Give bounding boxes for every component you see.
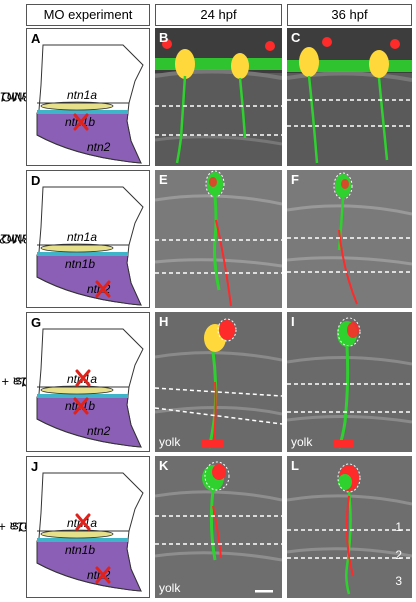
panel-letter: K bbox=[159, 458, 169, 473]
panel-letter: H bbox=[159, 314, 169, 329]
knockdown-x-icon bbox=[95, 280, 111, 298]
photo-panel-h: H yolk bbox=[155, 312, 282, 452]
diagram-panel-a: A ntn1a ntn1b ntn2 bbox=[26, 28, 150, 166]
header-24hpf: 24 hpf bbox=[155, 4, 282, 26]
photo-panel-b: B bbox=[155, 28, 282, 166]
yolk-label: yolk bbox=[291, 435, 313, 449]
scale-bar bbox=[255, 590, 273, 593]
label-ntn1b: ntn1b bbox=[65, 257, 95, 271]
region-number: 2 bbox=[395, 548, 402, 562]
diagram-panel-j: J ntn1a ntn1b ntn2 bbox=[26, 456, 150, 598]
panel-letter: B bbox=[159, 30, 169, 45]
row-label-3: ntn1a + ntn1b SBMOs bbox=[0, 374, 60, 390]
label-ntn2: ntn2 bbox=[87, 140, 111, 154]
panel-letter: J bbox=[31, 459, 39, 474]
panel-letter: F bbox=[291, 172, 299, 187]
panel-letter: L bbox=[291, 458, 299, 473]
neural-tube-diagram: ntn1a ntn1b ntn2 bbox=[36, 472, 144, 592]
photo-panel-c: C bbox=[287, 28, 412, 166]
panel-letter: D bbox=[31, 173, 41, 188]
row-label-2: ntn2 SBMO bbox=[0, 231, 40, 247]
row-label-4: ntn1a + ntn2 SBMOs bbox=[0, 456, 57, 598]
region-number: 1 bbox=[395, 520, 402, 534]
panel-letter: E bbox=[159, 172, 168, 187]
label-ntn2: ntn2 bbox=[87, 424, 111, 438]
neural-tube-diagram: ntn1a ntn1b ntn2 bbox=[36, 44, 144, 164]
diagram-panel-d: D ntn1a ntn1b ntn2 bbox=[26, 170, 150, 308]
panel-letter: I bbox=[291, 314, 295, 329]
label-ntn1a: ntn1a bbox=[67, 88, 97, 102]
region-number: 3 bbox=[395, 574, 402, 588]
panel-letter: A bbox=[31, 31, 41, 46]
header-36hpf: 36 hpf bbox=[287, 4, 412, 26]
knockdown-x-icon bbox=[73, 113, 89, 131]
yolk-label: yolk bbox=[159, 581, 181, 595]
neural-tube-diagram: ntn1a ntn1b ntn2 bbox=[36, 186, 144, 306]
panel-letter: G bbox=[31, 315, 42, 330]
label-ntn1a: ntn1a bbox=[67, 230, 97, 244]
photo-panel-f: F bbox=[287, 170, 412, 308]
knockdown-x-icon bbox=[75, 513, 91, 531]
photo-panel-i: I yolk bbox=[287, 312, 412, 452]
neural-tube-diagram: ntn1a ntn1b ntn2 bbox=[36, 328, 144, 448]
knockdown-x-icon bbox=[95, 566, 111, 584]
header-mo-experiment: MO experiment bbox=[26, 4, 150, 26]
photo-panel-l: L 1 2 3 bbox=[287, 456, 412, 598]
knockdown-x-icon bbox=[75, 369, 91, 387]
photo-panel-e: E bbox=[155, 170, 282, 308]
knockdown-x-icon bbox=[73, 397, 89, 415]
panel-letter: C bbox=[291, 30, 301, 45]
row-label-1: ntn1b SBMO bbox=[0, 89, 40, 105]
label-ntn1b: ntn1b bbox=[65, 543, 95, 557]
yolk-label: yolk bbox=[159, 435, 181, 449]
diagram-panel-g: G ntn1a ntn1b ntn2 bbox=[26, 312, 150, 452]
photo-panel-k: K yolk bbox=[155, 456, 282, 598]
